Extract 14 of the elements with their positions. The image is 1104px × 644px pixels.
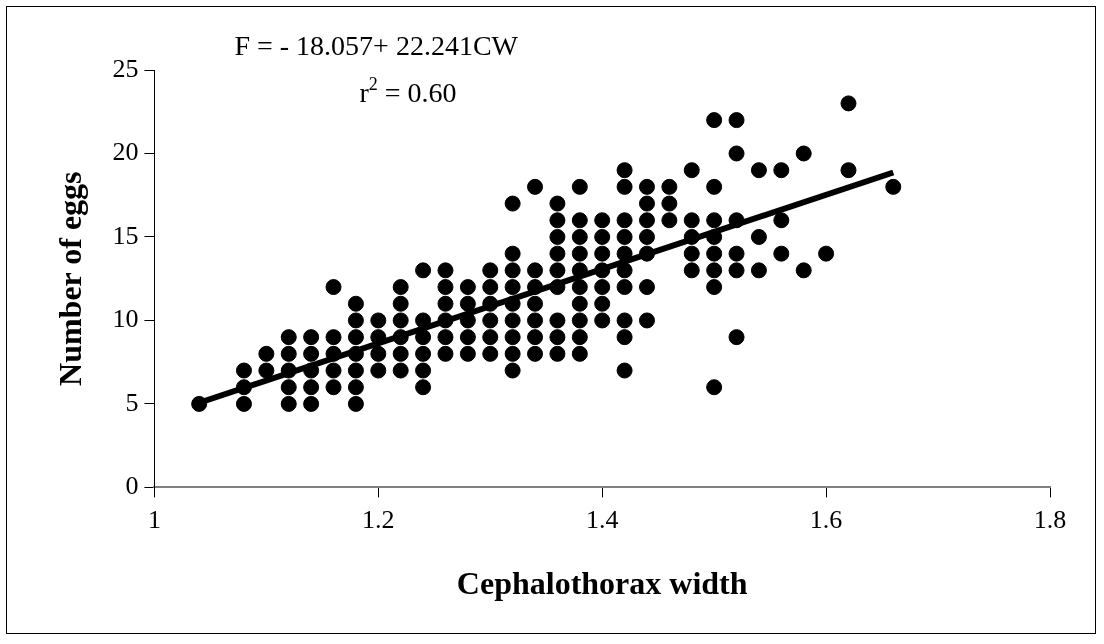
- text: F = - 18.057+ 22.241CW: [234, 30, 519, 62]
- x-tick-label: 1.8: [1033, 504, 1067, 534]
- y-tick-label: 20: [112, 137, 139, 167]
- x-tick-label: 1.2: [362, 504, 395, 534]
- x-axis-title: Cephalothorax width: [456, 565, 748, 602]
- x-tick-label: 1.6: [809, 504, 843, 534]
- y-tick-label: 5: [125, 387, 139, 417]
- y-tick-label: 15: [112, 220, 139, 250]
- y-axis-title: Number of eggs: [52, 171, 89, 386]
- y-tick-label: 0: [125, 471, 139, 501]
- y-tick-label: 10: [112, 304, 139, 334]
- x-tick-label: 1: [147, 504, 161, 534]
- x-tick-label: 1.4: [585, 504, 619, 534]
- y-tick-label: 25: [112, 53, 139, 83]
